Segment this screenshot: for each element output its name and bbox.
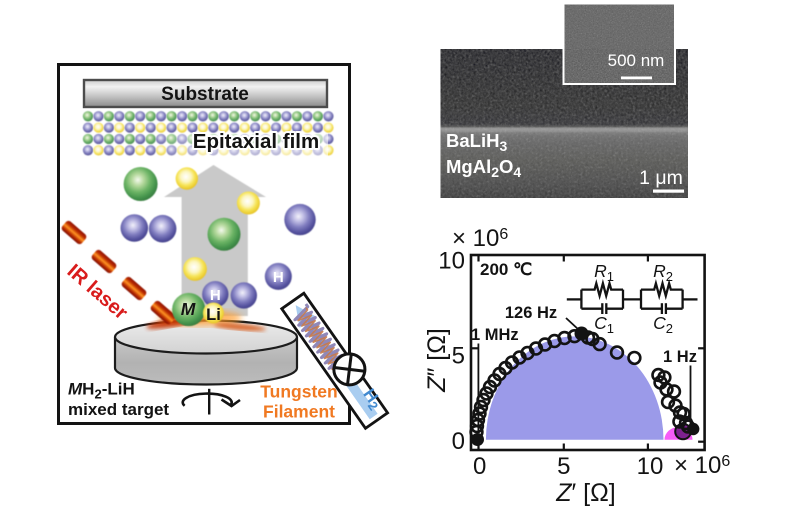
svg-text:MH2-LiH: MH2-LiH [68, 380, 135, 402]
svg-text:× 106: × 106 [452, 225, 508, 252]
svg-text:200 ℃: 200 ℃ [480, 260, 532, 279]
svg-text:10: 10 [438, 248, 465, 275]
svg-text:C1: C1 [594, 313, 614, 336]
svg-text:× 106: × 106 [674, 452, 730, 479]
svg-text:0: 0 [473, 453, 486, 480]
svg-text:BaLiH3: BaLiH3 [446, 130, 507, 154]
svg-text:1 Hz: 1 Hz [663, 348, 697, 366]
svg-text:MgAl2O4: MgAl2O4 [446, 156, 521, 180]
svg-text:126 Hz: 126 Hz [505, 304, 557, 322]
svg-text:5: 5 [557, 453, 570, 480]
svg-text:Z″ [Ω]: Z″ [Ω] [423, 328, 451, 393]
svg-text:Li: Li [206, 306, 221, 324]
svg-text:R2: R2 [653, 261, 673, 284]
svg-text:Epitaxial film: Epitaxial film [193, 130, 319, 153]
svg-text:Z′ [Ω]: Z′ [Ω] [555, 479, 616, 507]
svg-text:Substrate: Substrate [161, 84, 249, 105]
svg-text:M: M [181, 299, 196, 319]
svg-text:mixed target: mixed target [68, 400, 169, 419]
svg-text:H: H [210, 287, 221, 304]
svg-text:H: H [273, 269, 284, 286]
svg-text:10: 10 [637, 453, 664, 480]
svg-text:C2: C2 [653, 313, 673, 336]
svg-text:1 MHz: 1 MHz [471, 326, 519, 344]
svg-text:5: 5 [452, 343, 465, 370]
svg-text:Tungsten: Tungsten [260, 382, 337, 402]
svg-text:1 μm: 1 μm [639, 167, 683, 189]
svg-text:500 nm: 500 nm [608, 51, 665, 70]
svg-text:Filament: Filament [263, 402, 335, 422]
svg-text:R1: R1 [594, 261, 614, 284]
svg-text:0: 0 [452, 428, 465, 455]
